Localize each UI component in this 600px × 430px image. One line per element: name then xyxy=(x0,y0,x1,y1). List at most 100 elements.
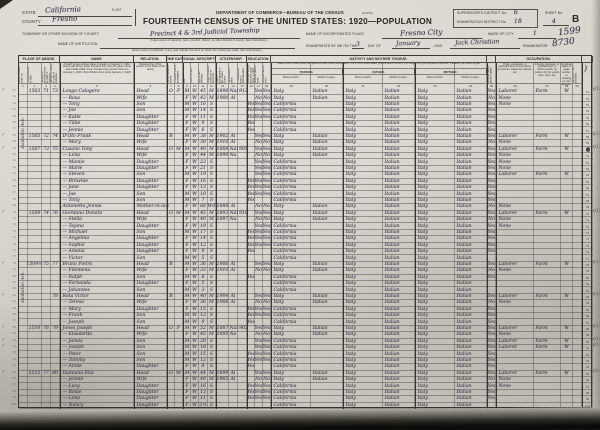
cell-cls xyxy=(561,364,573,371)
margin-line-number: 100 xyxy=(10,401,16,406)
cell-or: O xyxy=(167,370,175,377)
cell-ind xyxy=(534,191,561,198)
cell-imm xyxy=(216,383,229,390)
cell-pob: California xyxy=(271,287,311,294)
cell-sch: Yes xyxy=(247,242,255,249)
cell-name: — Joe xyxy=(60,108,134,115)
table-row: — Stella Wife F W 40 M 1897 Na No No Italy Italian I… xyxy=(19,217,593,224)
cell-name: — Brownie xyxy=(60,178,134,185)
cell-age: 12 xyxy=(199,357,208,365)
cell-cls xyxy=(561,159,573,166)
cell-imm xyxy=(216,281,229,288)
cell-occ: None xyxy=(496,300,534,307)
cell-natyr xyxy=(238,396,247,403)
cell-nat xyxy=(229,274,238,281)
state-underline xyxy=(38,16,132,17)
cell-fmt: Italian xyxy=(383,89,415,96)
cell-eng: Yes xyxy=(487,242,496,249)
cell-color: W xyxy=(191,89,199,96)
cell-fmt: Italian xyxy=(383,165,415,173)
cell-house xyxy=(28,396,42,403)
cell-fm xyxy=(175,229,183,237)
cell-dw xyxy=(42,204,51,211)
cell-dw: 71 xyxy=(42,89,51,96)
cell-imm: 1906 xyxy=(216,261,229,269)
cell-fm xyxy=(175,95,183,102)
cell-ind xyxy=(534,108,561,115)
cell-pob: California xyxy=(271,242,311,249)
col-header-nat: 14 Naturalized or alien. xyxy=(229,63,238,89)
cell-dw xyxy=(42,357,51,365)
cell-rel: Wife xyxy=(134,95,167,102)
cell-read xyxy=(255,249,263,256)
cell-pob: Italy xyxy=(271,153,311,160)
cell-mmt: Italian xyxy=(455,185,487,192)
cell-eng: Yes xyxy=(487,185,496,192)
cell-mar: M xyxy=(208,95,216,102)
cell-nat xyxy=(229,178,238,185)
cell-imm: 1905 xyxy=(216,377,229,384)
cell-street xyxy=(19,223,28,230)
cell-mmt: Italian xyxy=(455,140,487,147)
cell-sch xyxy=(247,293,255,301)
cell-imm xyxy=(216,229,229,237)
cell-street xyxy=(19,255,28,262)
cell-cls xyxy=(561,313,573,320)
nativity-section: FATHER. xyxy=(343,69,415,75)
cell-color: W xyxy=(191,268,199,275)
cell-cls: W xyxy=(561,172,573,179)
col-header-occ: 26 Trade, profession, or particular kind … xyxy=(496,63,534,89)
cell-write: Yes xyxy=(262,338,271,345)
cell-ind xyxy=(534,402,561,409)
cell-mt: Italian xyxy=(311,293,343,301)
ward-label: WARD OF CITY xyxy=(488,32,514,36)
cell-mar: S xyxy=(208,178,216,185)
table-row: — Tony Son M W 16 S Yes Yes Yes California Italy It… xyxy=(19,101,593,109)
cell-pob: Italy xyxy=(271,140,311,147)
col-header-mmt: 24 Mother tongue. xyxy=(455,63,487,89)
cell-ind xyxy=(534,357,561,365)
cell-street xyxy=(19,242,28,249)
cell-fmt: Italian xyxy=(383,268,415,275)
cell-natyr xyxy=(238,95,247,102)
cell-sch xyxy=(247,300,255,307)
margin-line-number: 98 xyxy=(12,388,16,393)
cell-mmt: Italian xyxy=(455,332,487,339)
cell-fmt: Italian xyxy=(383,178,415,185)
cell-write xyxy=(263,249,271,256)
table-row: — Katie Daughter F W 11 S Yes Yes Yes California I… xyxy=(19,114,593,121)
cell-fpob: Italy xyxy=(343,332,383,339)
cell-color: W xyxy=(191,364,199,371)
cell-fam xyxy=(51,185,60,192)
cell-fm xyxy=(175,300,183,307)
cell-sex: F xyxy=(183,300,191,307)
cell-house: 1507 xyxy=(28,146,42,153)
cell-age: 18 xyxy=(199,345,208,352)
cell-imm xyxy=(216,274,229,281)
cell-write: Yes xyxy=(262,114,271,121)
cell-farm xyxy=(573,332,582,339)
cell-age: 14 xyxy=(199,236,208,243)
cell-fpob: Italy xyxy=(343,210,383,217)
cell-dw xyxy=(42,197,51,205)
cell-mt xyxy=(311,345,343,352)
cell-nat xyxy=(229,351,238,358)
cell-age: 19 xyxy=(199,223,208,230)
cell-fmt: Italian xyxy=(383,364,415,371)
cell-fm xyxy=(175,274,183,281)
cell-color: W xyxy=(191,396,199,403)
cell-sex: F xyxy=(183,281,191,288)
cell-house xyxy=(28,127,42,134)
col-header-color: 10 Color or race. xyxy=(191,63,199,89)
cell-eng: Yes xyxy=(487,274,496,281)
cell-write: No xyxy=(263,377,271,384)
county-label: COUNTY xyxy=(22,19,41,24)
cell-farm xyxy=(573,319,582,326)
cell-nat xyxy=(229,114,238,121)
cell-eng xyxy=(487,255,496,262)
cell-pob: Italy xyxy=(271,325,311,333)
cell-age: 8 xyxy=(199,364,208,371)
cell-mt xyxy=(311,108,343,115)
cell-fpob: Italy xyxy=(343,133,383,141)
cell-occ xyxy=(496,197,534,205)
